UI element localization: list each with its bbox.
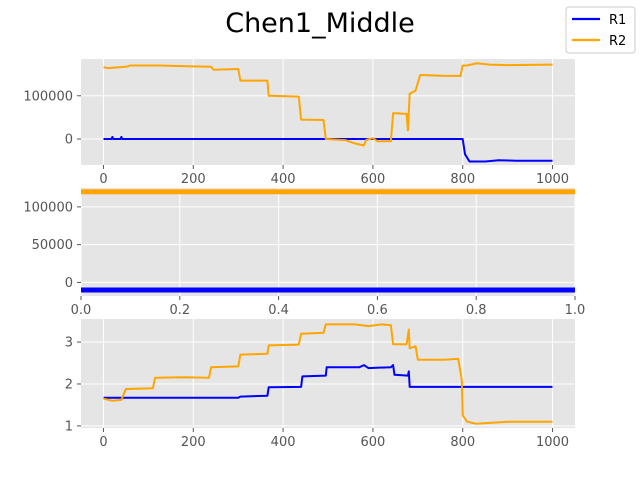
series-line-r2: [103, 62, 553, 147]
series-line-r1: [103, 135, 553, 163]
x-tick-label: 600: [360, 435, 385, 450]
x-tick-label: 400: [271, 172, 296, 187]
y-tick-label: 0: [65, 133, 73, 148]
x-tick-label: 0: [99, 172, 107, 187]
chart-title: Chen1_Middle: [225, 8, 415, 39]
x-tick-label: 1000: [536, 172, 569, 187]
y-tick-label: 0: [65, 276, 73, 291]
y-tick-label: 100000: [23, 89, 73, 104]
top-panel: 0 200 400 600 800 1000 0 100000: [23, 59, 575, 187]
legend: R1 R2: [565, 6, 636, 54]
x-tick-label: 800: [450, 435, 475, 450]
x-tick-label: 400: [271, 435, 296, 450]
y-tick-label: 2: [65, 377, 73, 392]
y-tick-label: 100000: [23, 200, 73, 215]
y-tick-label: 3: [65, 336, 73, 351]
x-tick-label: 0: [99, 435, 107, 450]
x-tick-label: 200: [181, 172, 206, 187]
y-tick-label: 1: [65, 419, 73, 434]
legend-label-r1: R1: [609, 13, 626, 28]
x-tick-label: 200: [181, 435, 206, 450]
plot-area: [81, 188, 575, 296]
y-tick-label: 50000: [32, 238, 73, 253]
x-tick-label: 1.0: [565, 303, 586, 318]
x-tick-label: 800: [450, 172, 475, 187]
legend-label-r2: R2: [609, 34, 626, 49]
x-tick-label: 600: [360, 172, 385, 187]
x-tick-label: 0.4: [268, 303, 289, 318]
x-tick-label: 0.2: [169, 303, 190, 318]
x-tick-label: 0.6: [367, 303, 388, 318]
series-line-r2: [103, 323, 553, 425]
series-line-r1: [103, 364, 553, 399]
x-tick-label: 0.0: [71, 303, 92, 318]
plot-area: [81, 59, 575, 165]
bottom-panel: 0 200 400 600 800 1000 1 2 3: [65, 319, 575, 450]
x-tick-label: 0.8: [466, 303, 487, 318]
x-tick-label: 1000: [536, 435, 569, 450]
middle-panel: 0.0 0.2 0.4 0.6 0.8 1.0 0 50000 100000: [23, 188, 585, 318]
plot-area: [81, 319, 575, 428]
